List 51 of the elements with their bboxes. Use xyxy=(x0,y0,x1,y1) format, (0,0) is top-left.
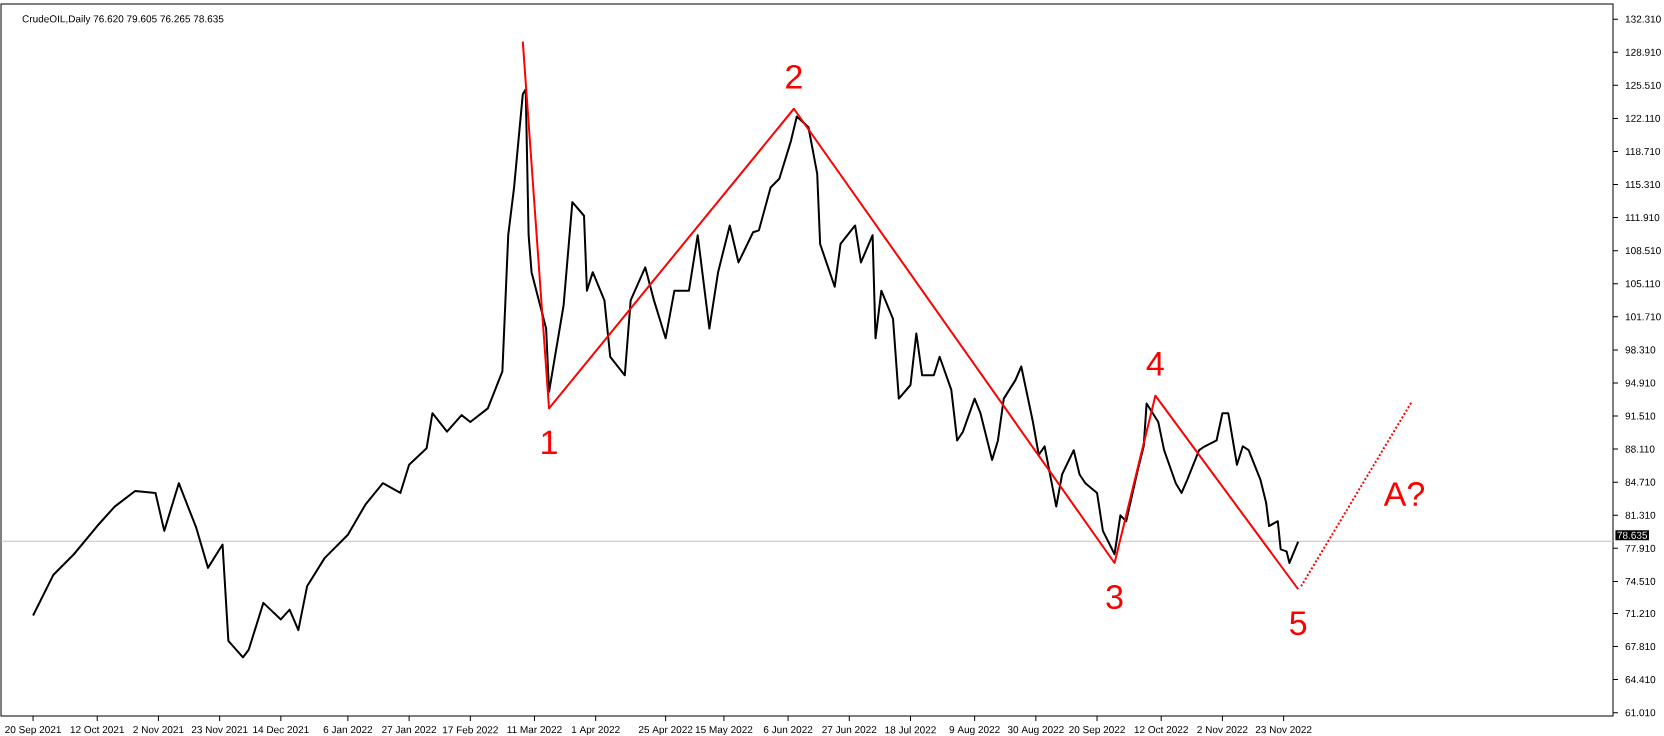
y-tick-label: 118.710 xyxy=(1625,147,1661,155)
y-tick-label: 71.210 xyxy=(1625,609,1656,618)
x-tick-label: 2 Nov 2021 xyxy=(133,726,184,734)
annotation: 5 xyxy=(1290,611,1307,636)
annotation: 1 xyxy=(542,430,557,455)
ref-line-label: 78.635 xyxy=(1617,531,1648,539)
x-tick-label: 2 Nov 2022 xyxy=(1197,726,1248,734)
x-tick-label: 20 Sep 2021 xyxy=(5,726,61,736)
y-tick-label: 132.310 xyxy=(1625,15,1661,23)
x-tick-label: 17 Feb 2022 xyxy=(443,726,498,734)
y-tick-label: 91.510 xyxy=(1625,412,1656,420)
x-tick-label: 23 Nov 2022 xyxy=(1255,726,1312,734)
annotation: 4 xyxy=(1146,351,1164,376)
x-tick-label: 12 Oct 2022 xyxy=(1134,726,1188,734)
y-tick-label: 128.910 xyxy=(1625,48,1661,56)
y-tick-label: 84.710 xyxy=(1625,478,1656,486)
x-tick-label: 30 Aug 2022 xyxy=(1007,726,1064,736)
x-tick-label: 25 Apr 2022 xyxy=(638,726,693,736)
x-tick-label: 27 Jun 2022 xyxy=(822,726,877,734)
y-tick-label: 77.910 xyxy=(1625,544,1656,552)
annotation: A? xyxy=(1383,482,1425,506)
y-tick-label: 74.510 xyxy=(1625,577,1656,585)
x-tick-label: 1 Apr 2022 xyxy=(571,726,620,736)
y-tick-label: 111.910 xyxy=(1625,214,1660,222)
x-tick-label: 27 Jan 2022 xyxy=(382,726,437,734)
y-tick-label: 105.110 xyxy=(1625,280,1661,288)
y-tick-label: 67.810 xyxy=(1625,643,1656,651)
x-tick-label: 9 Aug 2022 xyxy=(949,726,1000,736)
x-tick-label: 15 May 2022 xyxy=(695,726,753,736)
y-tick-label: 81.310 xyxy=(1625,511,1656,519)
text: CrudeOIL,Daily 76.620 79.605 76.265 78.635 xyxy=(22,15,224,25)
y-tick-label: 108.510 xyxy=(1625,247,1661,255)
annotation: 2 xyxy=(786,64,802,89)
x-tick-label: 11 Mar 2022 xyxy=(507,726,562,734)
x-tick-label: 12 Oct 2021 xyxy=(70,726,124,734)
y-tick-label: 94.910 xyxy=(1625,379,1656,387)
y-tick-label: 98.310 xyxy=(1625,346,1656,354)
x-tick-label: 6 Jan 2022 xyxy=(323,726,373,734)
y-tick-label: 122.110 xyxy=(1625,114,1661,122)
x-tick-label: 6 Jun 2022 xyxy=(763,726,813,734)
y-tick-label: 101.710 xyxy=(1625,313,1661,321)
annotation: 3 xyxy=(1106,584,1123,610)
y-tick-label: 64.410 xyxy=(1625,676,1656,684)
x-tick-label: 18 Jul 2022 xyxy=(885,726,936,734)
x-tick-label: 23 Nov 2021 xyxy=(191,726,248,734)
y-tick-label: 61.010 xyxy=(1625,709,1656,717)
x-tick-label: 14 Dec 2021 xyxy=(253,726,309,734)
y-tick-label: 115.310 xyxy=(1625,180,1661,189)
x-tick-label: 20 Sep 2022 xyxy=(1069,726,1125,736)
y-tick-label: 88.110 xyxy=(1625,445,1655,453)
y-tick-label: 125.510 xyxy=(1625,81,1661,89)
